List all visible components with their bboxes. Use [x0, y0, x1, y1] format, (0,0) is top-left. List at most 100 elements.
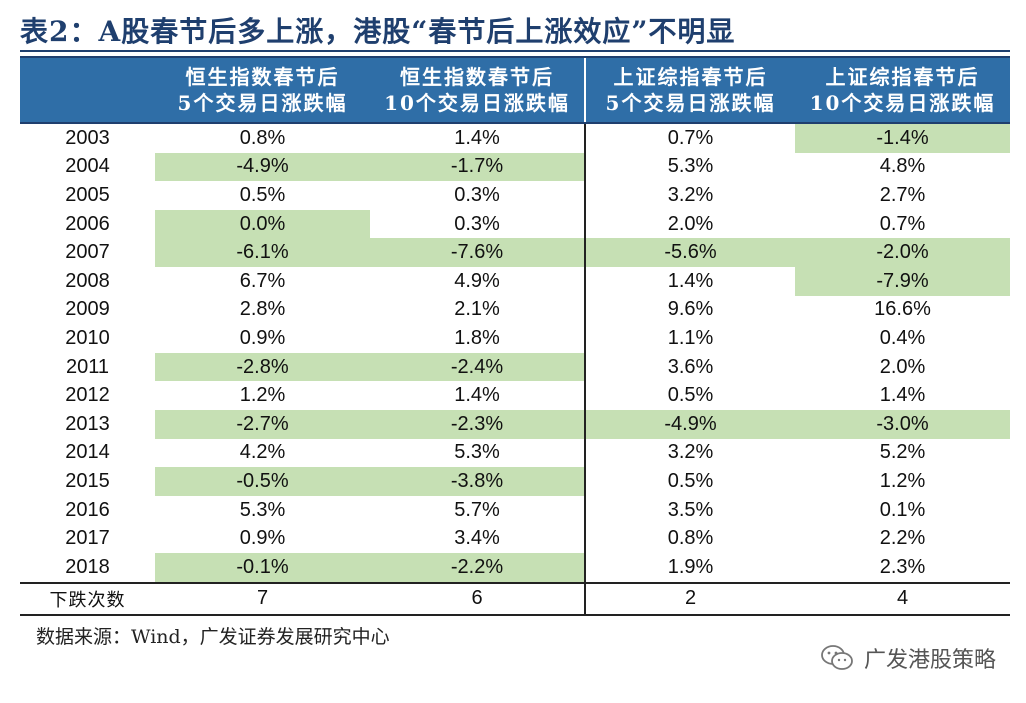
- value-cell: 2.3%: [879, 555, 926, 578]
- header-line: 恒生指数春节后: [185, 65, 340, 89]
- value-cell: 2.0%: [584, 209, 795, 239]
- total-value-cell: 4: [795, 581, 1010, 616]
- watermark: 广发港股策略: [820, 642, 996, 674]
- table-row: 2009 2.8% 2.1% 9.6% 16.6%: [20, 295, 1010, 325]
- year-cell: 2018: [65, 555, 110, 578]
- table-row: 2013 -2.7% -2.3% -4.9% -3.0%: [20, 409, 1010, 439]
- year-cell: 2014: [65, 441, 110, 464]
- year-cell: 2016: [65, 498, 110, 521]
- header-row: 恒生指数春节后 5个交易日涨跌幅 恒生指数春节后 10个交易日涨跌幅 上证综指春…: [20, 56, 1010, 124]
- table-body: 2003 0.8% 1.4% 0.7% -1.4% 2004 -4.9% -1.7% 5.3% 4…: [20, 123, 1010, 616]
- value-cell: -2.4%: [370, 352, 585, 382]
- value-cell: 1.1%: [584, 324, 795, 353]
- value-cell: 1.8%: [454, 326, 500, 349]
- value-cell: -1.4%: [795, 123, 1010, 153]
- total-value-cell: 7: [155, 581, 370, 616]
- header-line: 5个交易日涨跌幅: [177, 91, 348, 115]
- value-cell: 0.1%: [879, 498, 926, 521]
- data-table-container: 恒生指数春节后 5个交易日涨跌幅 恒生指数春节后 10个交易日涨跌幅 上证综指春…: [20, 56, 1010, 616]
- table-row: 2008 6.7% 4.9% 1.4% -7.9%: [20, 266, 1010, 296]
- value-cell: 0.5%: [584, 467, 795, 496]
- value-cell: 0.3%: [454, 212, 500, 235]
- returns-table: 恒生指数春节后 5个交易日涨跌幅 恒生指数春节后 10个交易日涨跌幅 上证综指春…: [20, 56, 1010, 616]
- header-hsi-10d: 恒生指数春节后 10个交易日涨跌幅: [370, 56, 585, 124]
- year-cell: 2015: [65, 469, 110, 492]
- year-cell: 2009: [65, 298, 110, 321]
- year-cell: 2010: [65, 326, 110, 349]
- year-cell: 2004: [65, 155, 110, 178]
- value-cell: -2.3%: [370, 409, 585, 439]
- year-cell: 2017: [65, 527, 110, 550]
- table-row: 2003 0.8% 1.4% 0.7% -1.4%: [20, 123, 1010, 153]
- value-cell: 0.9%: [239, 326, 286, 349]
- value-cell: 0.0%: [155, 209, 370, 239]
- value-cell: -6.1%: [155, 238, 370, 267]
- value-cell: -4.9%: [584, 409, 795, 439]
- year-cell: 2006: [65, 212, 110, 235]
- header-line: 上证综指春节后: [613, 65, 768, 89]
- total-label: 下跌次数: [20, 581, 155, 616]
- year-cell: 2013: [65, 412, 110, 435]
- title-rule: [20, 50, 1010, 52]
- value-cell: 0.7%: [879, 212, 926, 235]
- value-cell: 2.2%: [879, 527, 926, 550]
- value-cell: -1.7%: [370, 152, 585, 182]
- value-cell: -0.1%: [155, 552, 370, 583]
- table-row: 2011 -2.8% -2.4% 3.6% 2.0%: [20, 352, 1010, 382]
- value-cell: 4.9%: [454, 269, 500, 292]
- total-value-cell: 6: [370, 581, 585, 616]
- table-row: 2017 0.9% 3.4% 0.8% 2.2%: [20, 524, 1010, 553]
- total-row: 下跌次数 7 6 2 4: [20, 581, 1010, 616]
- table-row: 2007 -6.1% -7.6% -5.6% -2.0%: [20, 238, 1010, 267]
- value-cell: 2.7%: [879, 183, 926, 206]
- value-cell: -7.6%: [370, 238, 585, 267]
- value-cell: -2.7%: [155, 409, 370, 439]
- value-cell: 1.4%: [454, 384, 500, 407]
- value-cell: 3.4%: [454, 527, 500, 550]
- value-cell: 0.5%: [584, 381, 795, 410]
- value-cell: -2.0%: [795, 238, 1010, 267]
- value-cell: 9.6%: [584, 295, 795, 325]
- table-row: 2018 -0.1% -2.2% 1.9% 2.3%: [20, 552, 1010, 583]
- header-line: 上证综指春节后: [825, 65, 980, 89]
- value-cell: 4.2%: [239, 441, 286, 464]
- value-cell: 2.8%: [239, 298, 286, 321]
- table-row: 2006 0.0% 0.3% 2.0% 0.7%: [20, 209, 1010, 239]
- value-cell: 1.4%: [454, 126, 500, 149]
- value-cell: 3.2%: [584, 181, 795, 210]
- value-cell: -4.9%: [155, 152, 370, 182]
- header-sse-10d: 上证综指春节后 10个交易日涨跌幅: [795, 56, 1010, 124]
- header-year: [20, 56, 155, 124]
- value-cell: 1.2%: [239, 384, 286, 407]
- value-cell: 2.0%: [879, 355, 926, 378]
- value-cell: 0.3%: [454, 183, 500, 206]
- year-cell: 2005: [65, 183, 110, 206]
- value-cell: 0.8%: [584, 524, 795, 553]
- header-line: 10个交易日涨跌幅: [384, 91, 570, 115]
- header-line: 恒生指数春节后: [400, 65, 554, 89]
- value-cell: 0.9%: [239, 527, 286, 550]
- wechat-icon: [821, 645, 853, 670]
- value-cell: 1.2%: [879, 469, 926, 492]
- table-row: 2012 1.2% 1.4% 0.5% 1.4%: [20, 381, 1010, 410]
- value-cell: -2.8%: [155, 352, 370, 382]
- value-cell: 16.6%: [874, 298, 931, 321]
- value-cell: -5.6%: [584, 238, 795, 267]
- year-cell: 2003: [65, 126, 110, 149]
- year-cell: 2011: [65, 355, 109, 378]
- table-row: 2005 0.5% 0.3% 3.2% 2.7%: [20, 181, 1010, 210]
- value-cell: -2.2%: [370, 552, 585, 583]
- table-row: 2010 0.9% 1.8% 1.1% 0.4%: [20, 324, 1010, 353]
- value-cell: 1.9%: [584, 552, 795, 583]
- value-cell: 5.7%: [454, 498, 500, 521]
- value-cell: 5.2%: [879, 441, 926, 464]
- total-value-cell: 2: [584, 581, 795, 616]
- header-line: 10个交易日涨跌幅: [809, 91, 996, 115]
- value-cell: 4.8%: [879, 155, 926, 178]
- year-cell: 2012: [65, 384, 110, 407]
- value-cell: 3.5%: [584, 495, 795, 525]
- value-cell: 0.8%: [239, 126, 286, 149]
- year-cell: 2008: [65, 269, 110, 292]
- table-row: 2015 -0.5% -3.8% 0.5% 1.2%: [20, 467, 1010, 496]
- value-cell: 3.6%: [584, 352, 795, 382]
